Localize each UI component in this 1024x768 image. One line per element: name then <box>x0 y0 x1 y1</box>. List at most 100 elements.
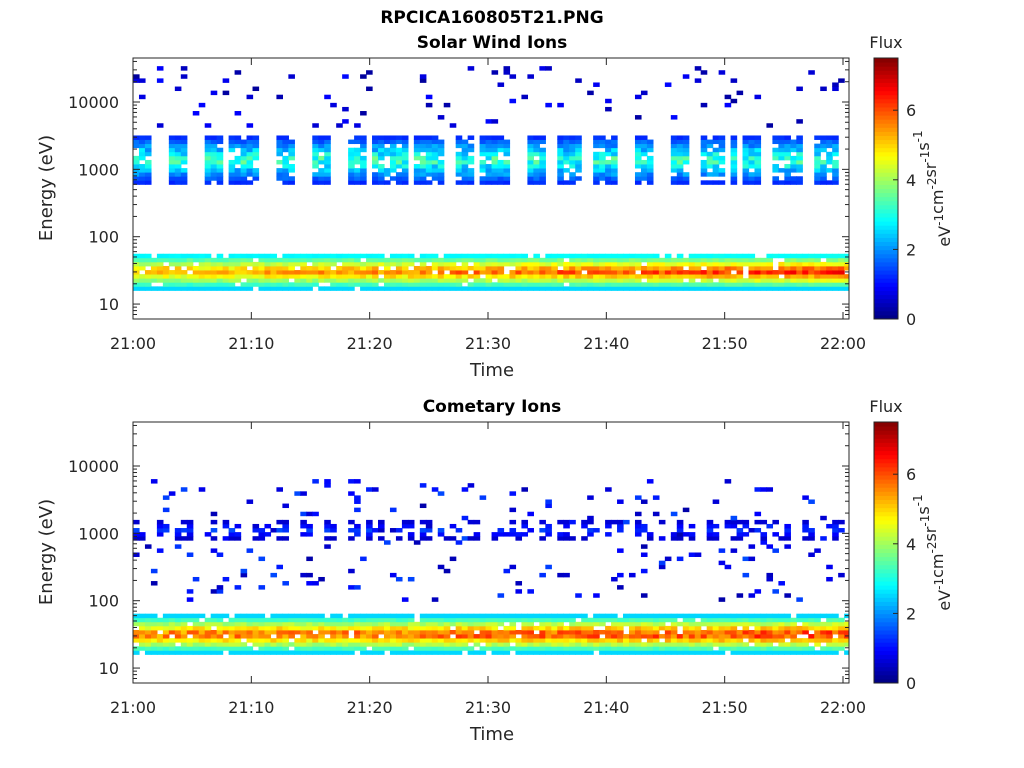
heatmap-cell <box>312 180 319 185</box>
heatmap-cell <box>748 617 756 623</box>
heatmap-cell <box>168 270 176 275</box>
heatmap-cell <box>730 650 738 655</box>
heatmap-cell <box>539 168 546 173</box>
heatmap-cell <box>640 253 648 259</box>
heatmap-cell <box>407 617 415 623</box>
heatmap-cell <box>533 646 540 651</box>
heatmap-cell <box>670 638 678 643</box>
heatmap-cell <box>473 257 481 263</box>
heatmap-cell <box>133 164 140 169</box>
heatmap-cell <box>826 613 833 619</box>
heatmap-cell <box>306 642 313 647</box>
heatmap-cell <box>264 253 272 259</box>
heatmap-cell <box>228 168 236 173</box>
heatmap-cell <box>820 638 827 643</box>
heatmap-cell <box>461 139 469 145</box>
heatmap-cell <box>676 523 684 529</box>
heatmap-cell <box>133 172 140 177</box>
heatmap-cell <box>652 613 660 619</box>
heatmap-cell <box>605 139 612 145</box>
heatmap-cell <box>527 286 534 291</box>
heatmap-cell <box>694 629 702 635</box>
heatmap-cell <box>652 650 660 655</box>
heatmap-cell <box>754 519 762 525</box>
heatmap-cell <box>312 625 319 631</box>
heatmap-cell <box>605 286 612 291</box>
heatmap-cell <box>234 286 242 291</box>
heatmap-cells-solar-wind <box>133 66 849 291</box>
heatmap-cell <box>413 540 421 545</box>
heatmap-cell <box>312 257 319 263</box>
heatmap-cell <box>318 650 325 655</box>
heatmap-cell <box>599 646 606 651</box>
heatmap-cell <box>348 650 355 655</box>
heatmap-cell <box>826 257 833 263</box>
heatmap-cell <box>838 572 845 578</box>
heatmap-cell <box>246 139 254 145</box>
heatmap-cell <box>766 257 774 263</box>
heatmap-cell <box>545 621 552 627</box>
heatmap-cell <box>587 90 594 96</box>
heatmap-cell <box>228 536 236 541</box>
heatmap-cell <box>324 621 331 627</box>
heatmap-cell <box>814 168 821 173</box>
heatmap-cell <box>389 164 397 169</box>
heatmap-cell <box>497 532 505 537</box>
heatmap-cell <box>282 176 289 181</box>
heatmap-cell <box>509 564 517 570</box>
heatmap-cell <box>784 135 791 140</box>
colorbar-swatch <box>874 314 898 320</box>
heatmap-cell <box>318 180 325 185</box>
heatmap-cell <box>712 257 720 263</box>
heatmap-cell <box>306 629 313 635</box>
heatmap-cell <box>628 629 636 635</box>
heatmap-cell <box>784 139 791 145</box>
heatmap-cell <box>216 155 224 161</box>
heatmap-cell <box>455 625 463 631</box>
heatmap-cell <box>688 625 696 631</box>
heatmap-cell <box>133 519 140 525</box>
heatmap-cell <box>491 143 499 149</box>
heatmap-cell <box>419 634 427 639</box>
heatmap-cell <box>192 265 200 271</box>
heatmap-cell <box>724 629 732 635</box>
heatmap-cell <box>730 621 738 627</box>
heatmap-cell <box>168 286 176 291</box>
heatmap-cell <box>748 257 756 263</box>
heatmap-cell <box>599 143 606 149</box>
heatmap-cell <box>162 634 170 639</box>
heatmap-cell <box>754 151 762 157</box>
heatmap-cell <box>378 642 385 647</box>
colorbar-tick-label: 4 <box>906 171 916 190</box>
heatmap-cell <box>563 532 570 537</box>
heatmap-cell <box>563 629 570 635</box>
heatmap-cell <box>138 180 146 185</box>
heatmap-cell <box>646 143 654 149</box>
heatmap-cell <box>252 642 260 647</box>
heatmap-cell <box>306 613 313 619</box>
heatmap-cell <box>676 278 684 283</box>
heatmap-cell <box>252 139 260 145</box>
heatmap-cell <box>706 270 714 275</box>
heatmap-cell <box>557 572 564 578</box>
heatmap-cell <box>575 613 582 619</box>
heatmap-cell <box>652 253 660 259</box>
heatmap-cell <box>814 270 821 275</box>
heatmap-cell <box>832 159 839 165</box>
heatmap-cell <box>772 270 779 275</box>
heatmap-cell <box>832 536 839 541</box>
heatmap-cell <box>730 151 738 157</box>
heatmap-cell <box>485 119 493 124</box>
heatmap-cell <box>216 552 224 557</box>
heatmap-cell <box>264 278 272 283</box>
heatmap-cell <box>700 286 708 291</box>
heatmap-cell <box>282 270 289 275</box>
heatmap-cell <box>300 261 307 267</box>
x-tick-label: 21:50 <box>702 698 748 717</box>
heatmap-cell <box>312 634 319 639</box>
heatmap-cell <box>419 519 427 525</box>
heatmap-cell <box>449 613 457 619</box>
heatmap-cell <box>234 135 242 140</box>
heatmap-cell <box>838 78 845 83</box>
